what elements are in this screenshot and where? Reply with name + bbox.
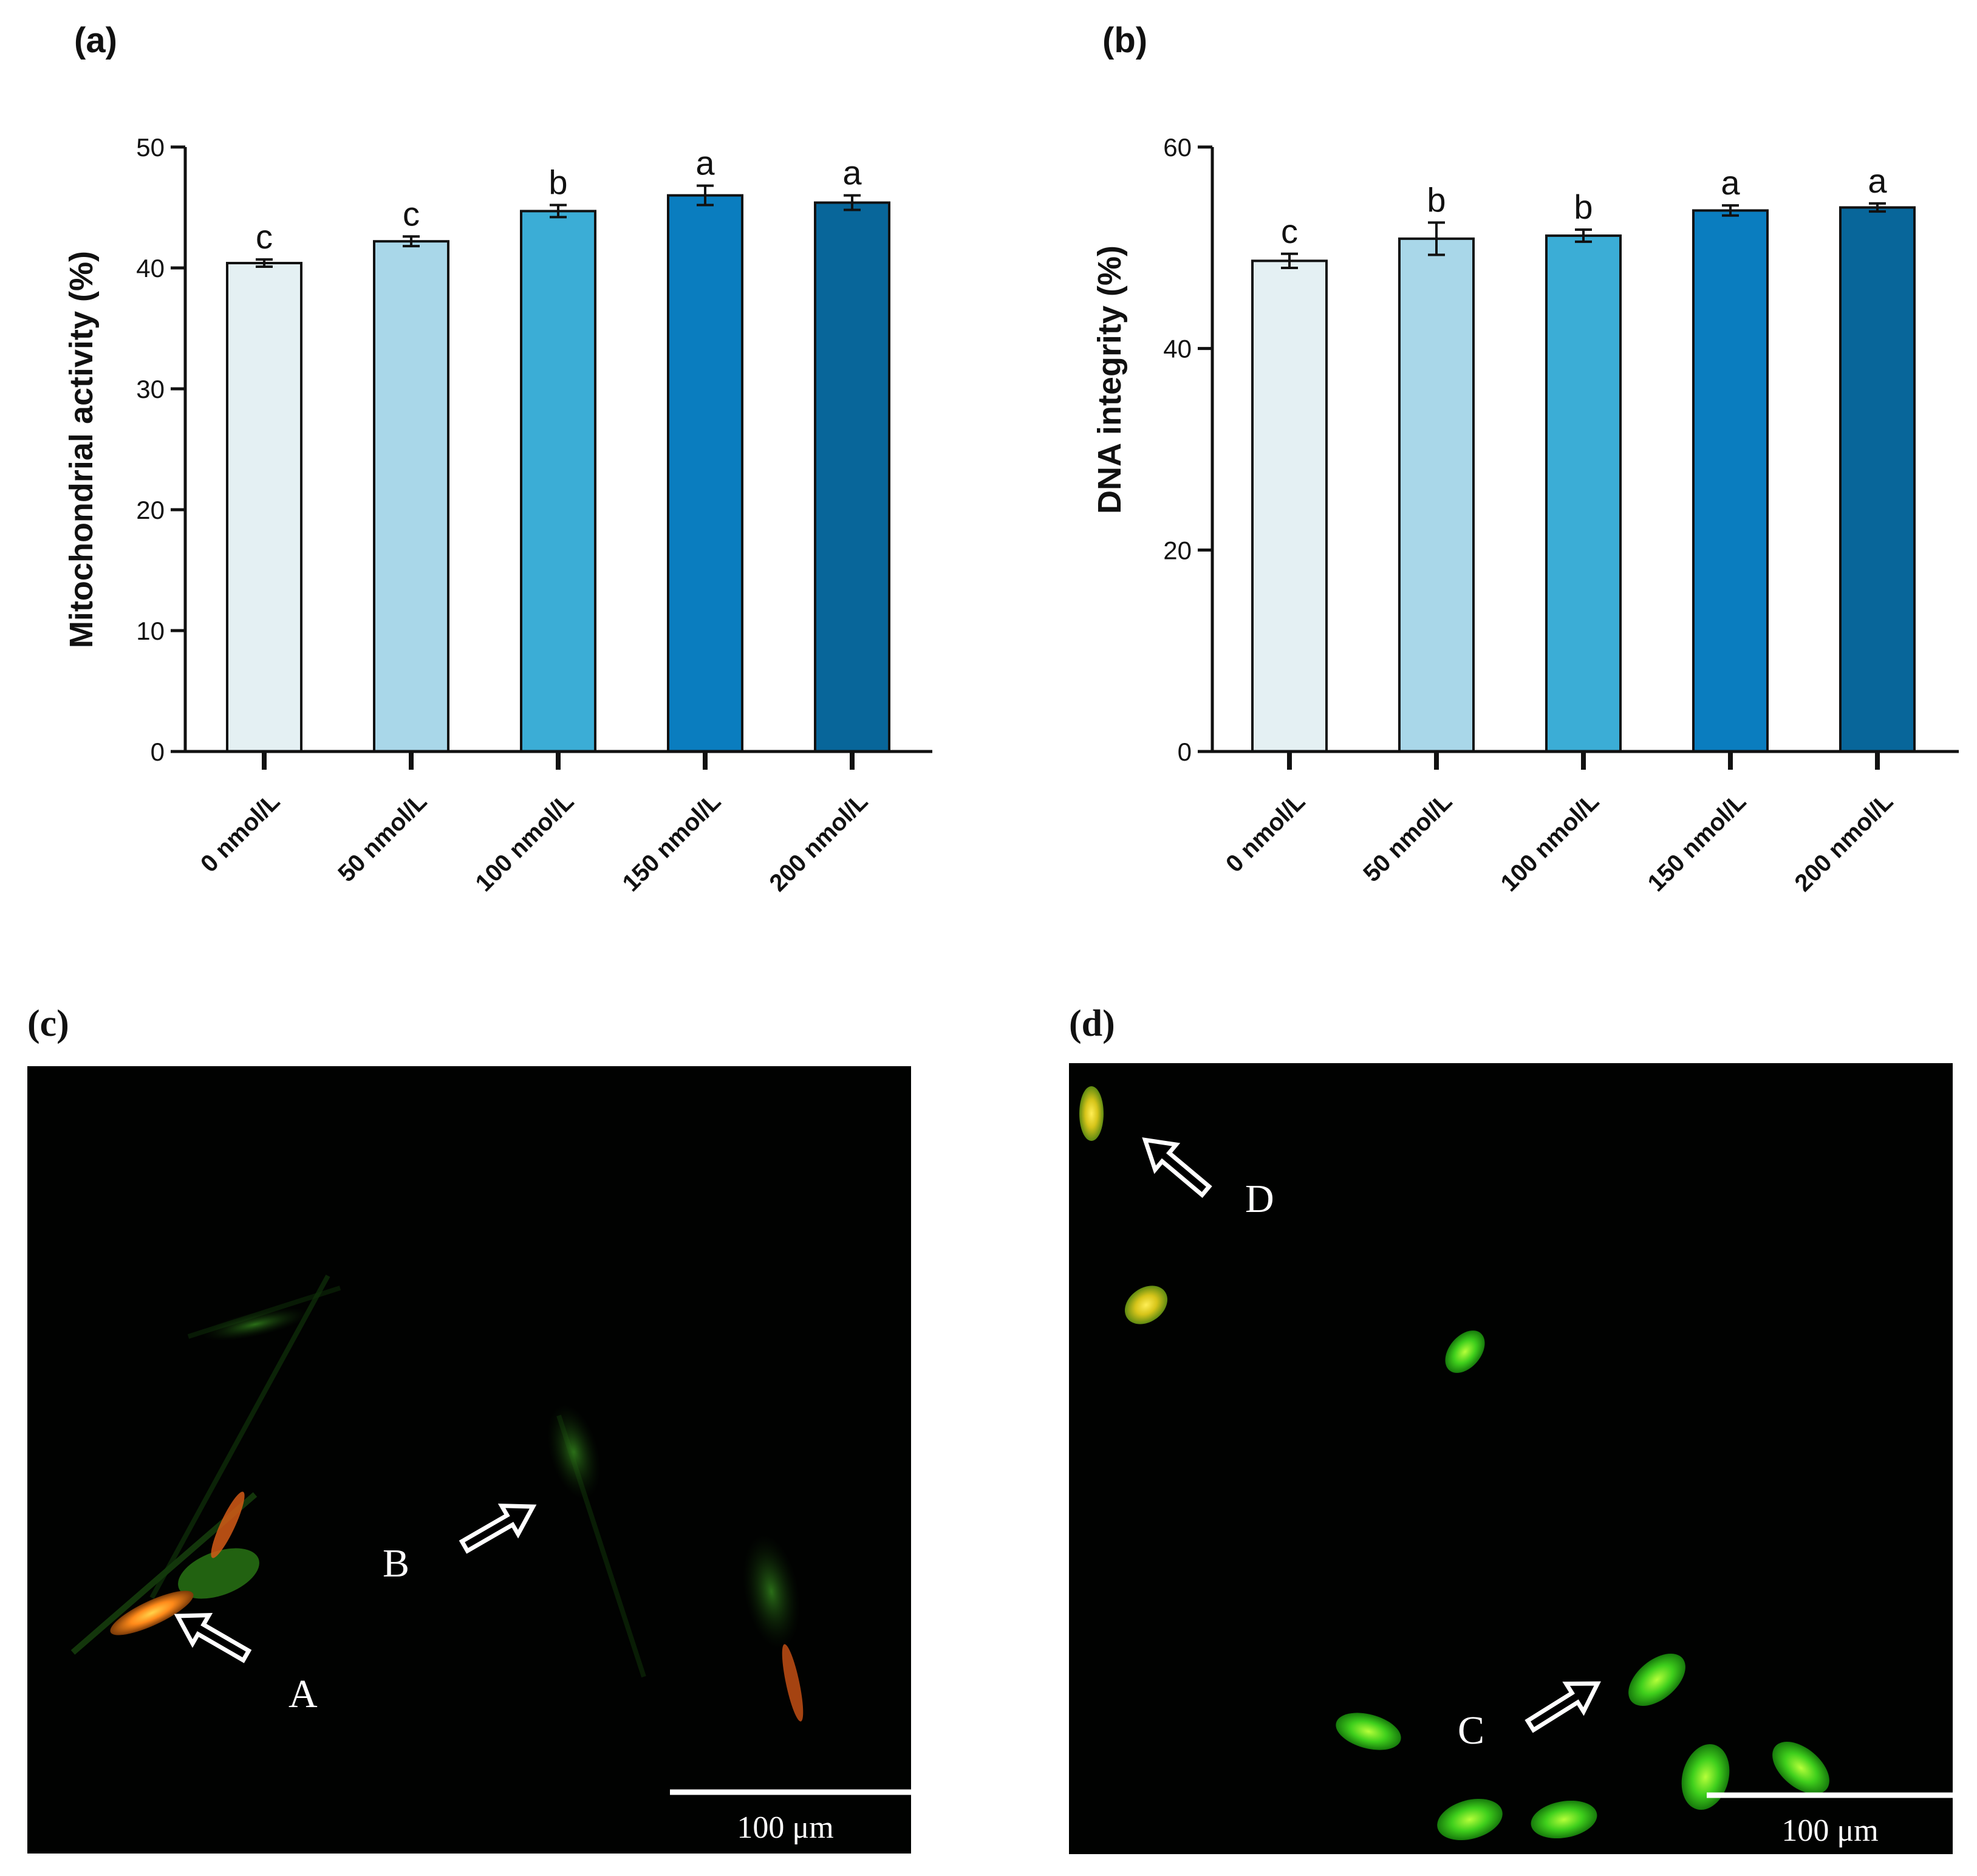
arrow-icon — [174, 1612, 252, 1663]
arrow-icon — [1142, 1137, 1212, 1198]
green-sperm-head — [178, 1548, 259, 1599]
micrograph-c-background — [27, 1066, 911, 1854]
category-label-b-4: 200 nmol/L — [1789, 788, 1898, 897]
error-bar-b-4 — [1869, 202, 1886, 213]
panel-label-a: (a) — [74, 21, 117, 60]
bar-b-1 — [1398, 237, 1475, 753]
error-bar-b-1 — [1428, 221, 1445, 256]
significance-label-a-4: a — [842, 154, 862, 192]
category-label-a-4: 200 nmol/L — [764, 788, 873, 897]
category-label-b-1: 50 nmol/L — [1358, 788, 1457, 887]
green-sperm-head — [1531, 1800, 1597, 1839]
error-bar-a-2 — [550, 204, 567, 219]
arrow-icon — [459, 1503, 537, 1554]
category-label-b-3: 150 nmol/L — [1642, 788, 1751, 897]
significance-label-b-3: a — [1721, 163, 1740, 202]
micro-label-c: C — [1458, 1708, 1484, 1753]
micro-label-a: A — [289, 1672, 318, 1716]
category-label-a-2: 100 nmol/L — [470, 788, 579, 897]
significance-label-b-0: c — [1281, 212, 1298, 250]
yellow-sperm-head — [1124, 1285, 1168, 1324]
error-bar-b-0 — [1281, 252, 1298, 269]
error-bar-a-3 — [697, 184, 714, 207]
significance-label-a-1: c — [403, 194, 420, 233]
y-tick-label-b-3: 60 — [1163, 133, 1192, 162]
category-label-a-3: 150 nmol/L — [617, 788, 726, 897]
micro-label-d: D — [1245, 1177, 1274, 1221]
y-tick-label-a-1: 10 — [136, 617, 165, 645]
y-tick-label-a-4: 40 — [136, 254, 165, 282]
faint-sperm — [742, 1535, 801, 1649]
orange-sperm-head — [110, 1590, 194, 1635]
micro-label-b: B — [383, 1541, 409, 1586]
orange-midpiece — [211, 1491, 245, 1558]
green-sperm-head — [1772, 1741, 1829, 1795]
bar-b-0 — [1251, 259, 1328, 753]
panel-label-c: (c) — [27, 1003, 69, 1044]
y-axis-label-b: DNA integrity (%) — [1091, 245, 1128, 514]
chart-mitochondrial-activity: (a) Mitochondrial activity (%) c c b a a 0 10… — [63, 21, 932, 897]
panel-label-b: (b) — [1102, 21, 1147, 60]
error-bar-b-3 — [1722, 204, 1739, 217]
significance-label-b-4: a — [1868, 162, 1887, 200]
green-sperm-head — [1628, 1653, 1685, 1707]
y-tick-label-b-0: 0 — [1178, 738, 1192, 766]
faint-sperm — [201, 1307, 309, 1341]
significance-label-a-3: a — [695, 144, 715, 182]
significance-label-b-2: b — [1574, 188, 1593, 226]
bar-b-3 — [1692, 209, 1769, 753]
micrograph-c: A B 100 μm — [27, 1066, 911, 1854]
y-tick-label-b-2: 40 — [1163, 335, 1192, 363]
faint-sperm — [547, 1405, 601, 1499]
error-bar-a-1 — [403, 235, 420, 248]
bar-b-4 — [1839, 206, 1916, 753]
green-sperm-head — [1445, 1330, 1485, 1373]
green-sperm-head — [1336, 1713, 1401, 1750]
bar-a-4 — [814, 201, 890, 753]
bar-a-2 — [520, 210, 596, 753]
significance-label-a-0: c — [256, 217, 273, 256]
sperm-tail — [149, 1275, 330, 1599]
y-tick-label-a-5: 50 — [136, 133, 165, 162]
scale-label-c: 100 μm — [737, 1810, 833, 1845]
category-label-a-0: 0 nmol/L — [196, 788, 285, 877]
category-label-b-2: 100 nmol/L — [1495, 788, 1604, 897]
yellow-sperm-head — [1079, 1086, 1104, 1141]
bar-a-0 — [226, 262, 302, 753]
significance-label-a-2: b — [548, 163, 567, 202]
bar-a-3 — [667, 194, 743, 753]
y-tick-label-a-0: 0 — [151, 738, 165, 766]
y-tick-label-b-1: 20 — [1163, 536, 1192, 564]
category-label-a-1: 50 nmol/L — [333, 788, 432, 887]
error-bar-a-0 — [256, 258, 273, 269]
chart-dna-integrity: (b) DNA integrity (%) c b b a a 0 20 40 60 0 nm… — [1091, 21, 1959, 897]
bar-a-1 — [373, 240, 449, 753]
orange-midpiece — [782, 1644, 804, 1722]
y-tick-label-a-2: 20 — [136, 496, 165, 524]
micrograph-d: D C 100 μm — [1069, 1063, 1953, 1854]
error-bar-b-2 — [1575, 228, 1592, 243]
significance-label-b-1: b — [1427, 180, 1446, 219]
panel-label-d: (d) — [1069, 1003, 1115, 1044]
green-sperm-head — [1437, 1798, 1503, 1841]
micrograph-d-background — [1069, 1063, 1953, 1854]
error-bar-a-4 — [844, 194, 861, 211]
y-tick-label-a-3: 30 — [136, 375, 165, 403]
arrow-icon — [1525, 1681, 1601, 1733]
scale-label-d: 100 μm — [1781, 1813, 1878, 1848]
y-axis-label-a: Mitochondrial activity (%) — [63, 251, 100, 648]
bar-b-2 — [1545, 234, 1622, 753]
category-label-b-0: 0 nmol/L — [1221, 788, 1310, 877]
